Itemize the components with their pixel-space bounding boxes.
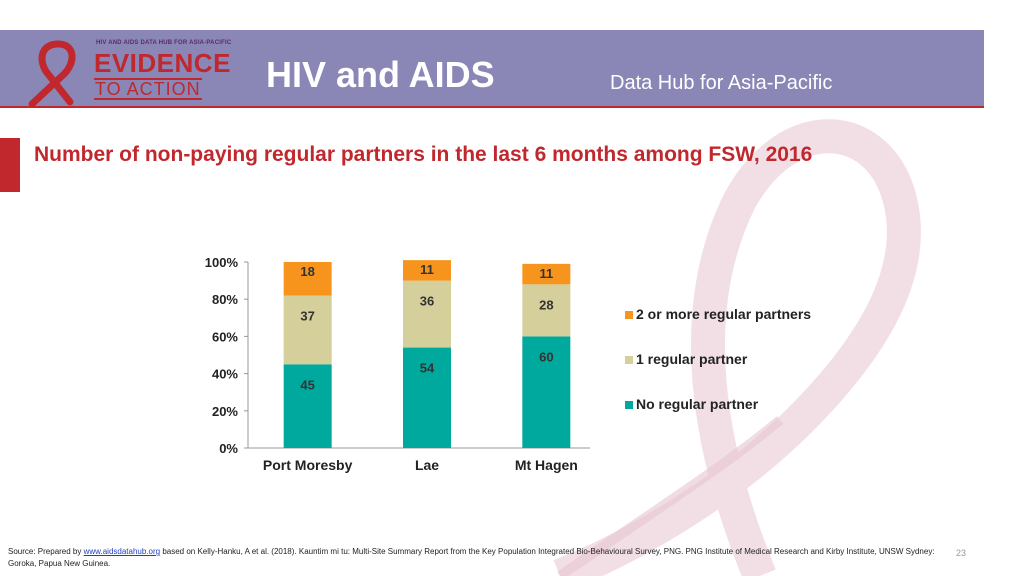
bar-segment — [283, 364, 332, 448]
y-tick-label: 100% — [205, 255, 239, 270]
x-category-label: Mt Hagen — [515, 457, 578, 473]
bar-segment — [403, 347, 451, 448]
header-title: HIV and AIDS — [266, 54, 495, 95]
y-tick-label: 40% — [212, 367, 238, 382]
bar-segment — [522, 284, 571, 337]
bar-segment — [403, 280, 451, 348]
source-text: based on Kelly-Hanku, A et al. (2018). K… — [8, 547, 935, 568]
y-tick-label: 80% — [212, 292, 238, 307]
evidence-to-action-logo: HIV AND AIDS DATA HUB FOR ASIA-PACIFIC E… — [18, 38, 248, 108]
x-category-label: Lae — [415, 457, 439, 473]
legend-label-one-partner: 1 regular partner — [636, 351, 748, 367]
legend-swatch-no-partner — [625, 401, 633, 409]
source-link[interactable]: www.aidsdatahub.org — [83, 547, 161, 556]
bar-segment — [522, 263, 571, 285]
x-category-label: Port Moresby — [263, 457, 353, 473]
logo-supertitle: HIV AND AIDS DATA HUB FOR ASIA-PACIFIC — [96, 40, 232, 46]
legend-swatch-one-partner — [625, 356, 633, 364]
y-tick-label: 0% — [219, 441, 238, 456]
source-note: Source: Prepared by www.aidsdatahub.org … — [8, 546, 938, 570]
data-label: 37 — [300, 308, 314, 323]
bar-segment — [283, 262, 332, 296]
data-label: 60 — [539, 349, 553, 364]
logo-evidence: EVIDENCE — [94, 48, 231, 78]
data-label: 11 — [539, 266, 553, 281]
header-banner: HIV AND AIDS DATA HUB FOR ASIA-PACIFIC E… — [0, 30, 984, 108]
data-label: 28 — [539, 297, 553, 312]
source-prefix: Source: Prepared by — [8, 547, 84, 556]
data-label: 18 — [300, 264, 314, 279]
header-subtitle: Data Hub for Asia-Pacific — [610, 72, 833, 94]
legend-label-two-plus: 2 or more regular partners — [636, 306, 812, 322]
logo-to-action: TO ACTION — [94, 78, 202, 100]
legend-label-no-partner: No regular partner — [636, 396, 759, 412]
bar-segment — [522, 336, 571, 448]
title-accent-bar — [0, 138, 20, 192]
y-tick-label: 60% — [212, 329, 238, 344]
y-tick-label: 20% — [212, 404, 238, 419]
red-ribbon-icon — [28, 40, 76, 108]
data-label: 45 — [300, 377, 314, 392]
bar-segment — [283, 295, 332, 365]
data-label: 11 — [420, 262, 434, 277]
stacked-bar-chart: 0% 20% 40% 60% 80% 100% 45 37 18 Port Moresby 54 36… — [205, 255, 590, 473]
legend-swatch-two-plus — [625, 311, 633, 319]
data-label: 54 — [420, 361, 435, 376]
page-number: 23 — [956, 548, 967, 558]
data-label: 36 — [420, 294, 434, 309]
bar-segment — [403, 260, 451, 281]
slide-title: Number of non-paying regular partners in… — [34, 143, 813, 166]
